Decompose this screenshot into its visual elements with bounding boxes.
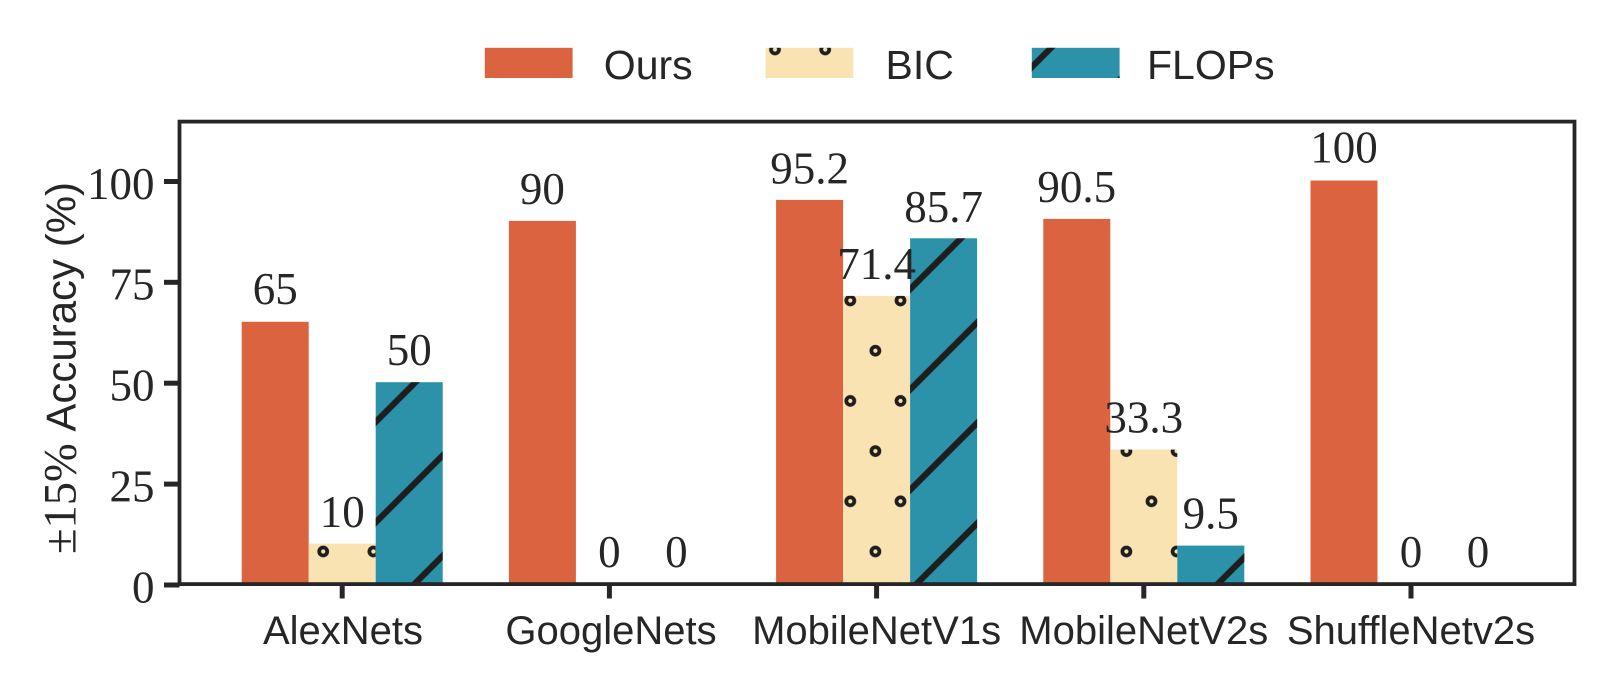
svg-text:33.3: 33.3	[1104, 393, 1183, 443]
svg-text:GoogleNets: GoogleNets	[505, 609, 716, 653]
svg-text:100: 100	[87, 159, 155, 209]
svg-text:50: 50	[110, 361, 155, 411]
svg-text:MobileNetV2s: MobileNetV2s	[1019, 609, 1268, 653]
svg-text:Ours: Ours	[604, 42, 693, 88]
svg-text:9.5: 9.5	[1183, 489, 1239, 539]
svg-text:95.2: 95.2	[770, 144, 849, 194]
svg-text:71.4: 71.4	[837, 239, 916, 289]
svg-text:±15% Accuracy (%): ±15% Accuracy (%)	[36, 182, 87, 554]
svg-text:90: 90	[520, 164, 565, 214]
svg-text:0: 0	[132, 562, 155, 612]
svg-text:100: 100	[1310, 123, 1378, 173]
svg-text:BIC: BIC	[886, 42, 954, 88]
svg-text:90.5: 90.5	[1037, 162, 1116, 212]
svg-text:0: 0	[1467, 527, 1490, 577]
svg-text:FLOPs: FLOPs	[1147, 42, 1275, 88]
svg-text:AlexNets: AlexNets	[263, 609, 423, 653]
svg-text:25: 25	[110, 462, 155, 512]
svg-text:50: 50	[387, 325, 432, 375]
svg-text:75: 75	[110, 260, 155, 310]
svg-text:MobileNetV1s: MobileNetV1s	[752, 609, 1001, 653]
svg-text:85.7: 85.7	[904, 182, 983, 232]
svg-text:ShuffleNetv2s: ShuffleNetv2s	[1287, 609, 1535, 653]
svg-text:0: 0	[1400, 527, 1423, 577]
svg-text:65: 65	[253, 264, 298, 314]
svg-text:10: 10	[320, 487, 365, 537]
svg-text:0: 0	[598, 527, 621, 577]
svg-text:0: 0	[665, 527, 688, 577]
